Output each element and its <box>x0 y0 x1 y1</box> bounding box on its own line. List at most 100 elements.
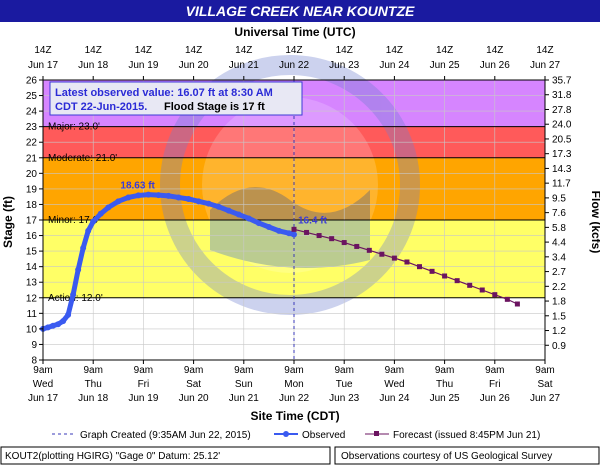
left-tick-label-10: 10 <box>26 324 38 335</box>
left-tick-label-24: 24 <box>26 107 38 118</box>
bottom-tick-label-9-0: 9am <box>485 365 504 376</box>
left-axis-title: Stage (ft) <box>1 196 15 248</box>
right-tick-label-20.5: 20.5 <box>552 134 572 145</box>
right-tick-label-1.5: 1.5 <box>552 311 566 322</box>
bottom-tick-label-5-1: Mon <box>284 379 303 390</box>
bottom-tick-label-8-1: Thu <box>436 379 453 390</box>
bottom-tick-label-9-2: Jun 26 <box>480 393 510 404</box>
bottom-tick-label-1-2: Jun 18 <box>78 393 108 404</box>
top-tick-time-4: 14Z <box>235 45 252 56</box>
forecast-point-6 <box>366 247 372 253</box>
annotations: 18.63 ft 16.4 ft <box>120 181 327 227</box>
right-tick-label-7.6: 7.6 <box>552 208 566 219</box>
bottom-tick-label-2-1: Fri <box>138 379 150 390</box>
right-tick-label-4.4: 4.4 <box>552 238 566 249</box>
legend-forecast-marker <box>374 431 379 436</box>
top-tick-time-10: 14Z <box>536 45 553 56</box>
left-tick-label-9: 9 <box>31 340 37 351</box>
forecast-point-16 <box>492 292 498 298</box>
forecast-point-13 <box>454 278 460 284</box>
right-tick-label-9.5: 9.5 <box>552 193 566 204</box>
annotation-0: 18.63 ft <box>120 181 155 192</box>
bottom-tick-label-5-0: 9am <box>284 365 303 376</box>
bottom-tick-label-8-2: Jun 25 <box>430 393 460 404</box>
observed-point-7 <box>75 266 82 273</box>
observed-point-31 <box>291 231 297 238</box>
top-tick-date-4: Jun 21 <box>229 60 259 71</box>
noaa-logo-outer <box>160 55 420 315</box>
top-tick-date-1: Jun 18 <box>78 60 108 71</box>
latest-value-line1: Latest observed value: 16.07 ft at 8:30 … <box>55 87 273 99</box>
bottom-tick-label-4-2: Jun 21 <box>229 393 259 404</box>
left-tick-label-18: 18 <box>26 200 38 211</box>
observed-point-24 <box>225 207 232 214</box>
latest-value-box-bg <box>49 81 303 116</box>
bottom-tick-label-10-0: 9am <box>535 365 554 376</box>
observed-point-16 <box>145 191 152 198</box>
noaa-watermark <box>160 55 420 315</box>
right-axis-title: Flow (kcfs) <box>589 191 600 254</box>
top-tick-date-5: Jun 22 <box>279 60 309 71</box>
legend-observed-marker <box>283 431 289 437</box>
observed-point-3 <box>55 321 62 328</box>
forecast-point-2 <box>316 233 322 239</box>
observed-point-29 <box>275 227 282 234</box>
observed-point-20 <box>185 196 192 202</box>
bottom-tick-label-1-1: Thu <box>85 379 102 390</box>
bottom-tick-label-0-0: 9am <box>33 365 52 376</box>
bottom-tick-label-4-0: 9am <box>234 365 253 376</box>
bottom-tick-label-6-0: 9am <box>334 365 353 376</box>
forecast-point-15 <box>479 287 485 293</box>
forecast-point-7 <box>379 251 385 257</box>
footer-left-box <box>0 446 331 465</box>
observed-point-4 <box>60 318 67 325</box>
title-bar <box>0 0 600 22</box>
forecast-point-0 <box>291 226 297 232</box>
forecast-point-10 <box>417 264 422 270</box>
right-tick-label-11.7: 11.7 <box>552 179 571 190</box>
top-tick-date-7: Jun 24 <box>379 60 409 71</box>
latest-value-flood-stage: Flood Stage is 17 ft <box>164 101 265 113</box>
left-tick-label-15: 15 <box>26 247 38 258</box>
left-tick-label-26: 26 <box>26 76 38 87</box>
threshold-label-minor: Minor: 17.0' <box>48 215 100 226</box>
forecast-point-12 <box>442 273 448 279</box>
legend-observed: Observed <box>302 430 345 441</box>
top-tick-time-1: 14Z <box>85 45 102 56</box>
right-tick-label-35.7: 35.7 <box>552 76 572 87</box>
left-tick-label-17: 17 <box>26 216 38 227</box>
axis-ticks: 8 9 10 11 12 13 14 15 16 17 18 19 20 21 22 23 24 25 26 0.9 1… <box>26 45 572 404</box>
right-tick-label-24.0: 24.0 <box>552 120 572 131</box>
observed-point-2 <box>50 322 57 329</box>
forecast-point-14 <box>467 282 473 288</box>
left-tick-label-12: 12 <box>26 293 38 304</box>
observed-point-8 <box>80 245 87 251</box>
left-tick-label-13: 13 <box>26 278 38 289</box>
bottom-tick-label-5-2: Jun 22 <box>279 393 309 404</box>
right-tick-label-5.8: 5.8 <box>552 223 566 234</box>
series-layer <box>40 191 520 332</box>
top-tick-time-9: 14Z <box>486 45 503 56</box>
observed-point-30 <box>285 230 292 237</box>
threshold-lines: Action: 12.0' Minor: 17.0' Moderate: 21.0'… <box>43 122 545 304</box>
left-tick-label-8: 8 <box>31 356 37 367</box>
bottom-tick-label-0-1: Wed <box>33 379 53 390</box>
legend: Graph Created (9:35AM Jun 22, 2015) Obse… <box>52 430 540 441</box>
forecast-point-11 <box>429 268 435 274</box>
legend-forecast: Forecast (issued 8:45PM Jun 21) <box>393 430 540 441</box>
footer: KOUT2(plotting HGIRG) "Gage 0" Datum: 25… <box>0 446 600 465</box>
observed-point-10 <box>90 218 97 225</box>
threshold-label-moderate: Moderate: 21.0' <box>48 153 117 164</box>
top-tick-date-9: Jun 26 <box>480 60 510 71</box>
bottom-tick-label-10-2: Jun 27 <box>530 393 560 404</box>
left-tick-label-11: 11 <box>27 309 38 320</box>
observed-point-13 <box>115 198 122 205</box>
noaa-logo-inner <box>202 97 378 273</box>
top-tick-time-6: 14Z <box>336 45 353 56</box>
forecast-point-17 <box>504 296 510 302</box>
observed-point-22 <box>205 200 212 207</box>
top-tick-time-7: 14Z <box>386 45 403 56</box>
observed-point-6 <box>70 291 77 298</box>
observed-point-25 <box>235 211 242 218</box>
top-tick-date-0: Jun 17 <box>28 60 58 71</box>
